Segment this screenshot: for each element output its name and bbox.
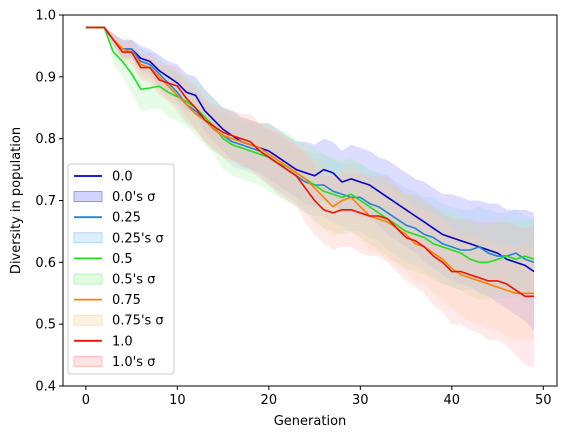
y-axis-label: Diversity in population [9, 127, 24, 274]
y-tick-label: 0.6 [35, 256, 56, 271]
legend-band-swatch [73, 191, 103, 203]
series-lines [85, 26, 535, 298]
legend-label-series: 0.0 [112, 170, 133, 185]
legend-band-swatch [73, 232, 103, 244]
y-tick-label: 0.8 [35, 132, 56, 147]
x-tick-label: 50 [535, 393, 552, 408]
y-tick-label: 1.0 [35, 9, 56, 24]
y-tick-label: 0.9 [35, 70, 56, 85]
y-axis-ticks: 0.4 0.5 0.6 0.7 0.8 0.9 1.0 [35, 9, 63, 395]
x-tick-label: 0 [82, 393, 90, 408]
series-line-2 [85, 26, 535, 264]
y-tick-label: 0.7 [35, 194, 56, 209]
legend-label-sigma: 1.0's σ [112, 355, 155, 370]
legend-label-series: 1.0 [112, 334, 133, 349]
legend-label-sigma: 0.25's σ [112, 231, 164, 246]
legend-band-swatch [73, 314, 103, 326]
legend-label-sigma: 0.5's σ [112, 273, 155, 288]
x-tick-label: 30 [352, 393, 369, 408]
legend-label-series: 0.75 [112, 293, 141, 308]
legend-label-sigma: 0.75's σ [112, 314, 164, 329]
x-axis-label: Generation [274, 414, 347, 429]
legend-label-sigma: 0.0's σ [112, 190, 155, 205]
legend: 0.0 0.0's σ 0.25 0.25's σ 0.5 0.5's σ 0.75 0.75… [67, 163, 175, 375]
legend-label-series: 0.25 [112, 211, 141, 226]
x-tick-label: 40 [444, 393, 461, 408]
legend-band-swatch [73, 355, 103, 367]
sigma-band-2 [85, 27, 535, 300]
y-tick-label: 0.5 [35, 318, 56, 333]
series-line-3 [85, 26, 535, 295]
series-line-0 [85, 26, 535, 273]
x-axis-ticks: 0 10 20 30 40 50 [82, 386, 552, 408]
x-tick-label: 10 [169, 393, 186, 408]
legend-label-series: 0.5 [112, 252, 133, 267]
sigma-band-0 [85, 27, 535, 331]
series-line-4 [85, 26, 535, 298]
y-tick-label: 0.4 [35, 380, 56, 395]
legend-band-swatch [73, 273, 103, 285]
x-tick-label: 20 [261, 393, 278, 408]
